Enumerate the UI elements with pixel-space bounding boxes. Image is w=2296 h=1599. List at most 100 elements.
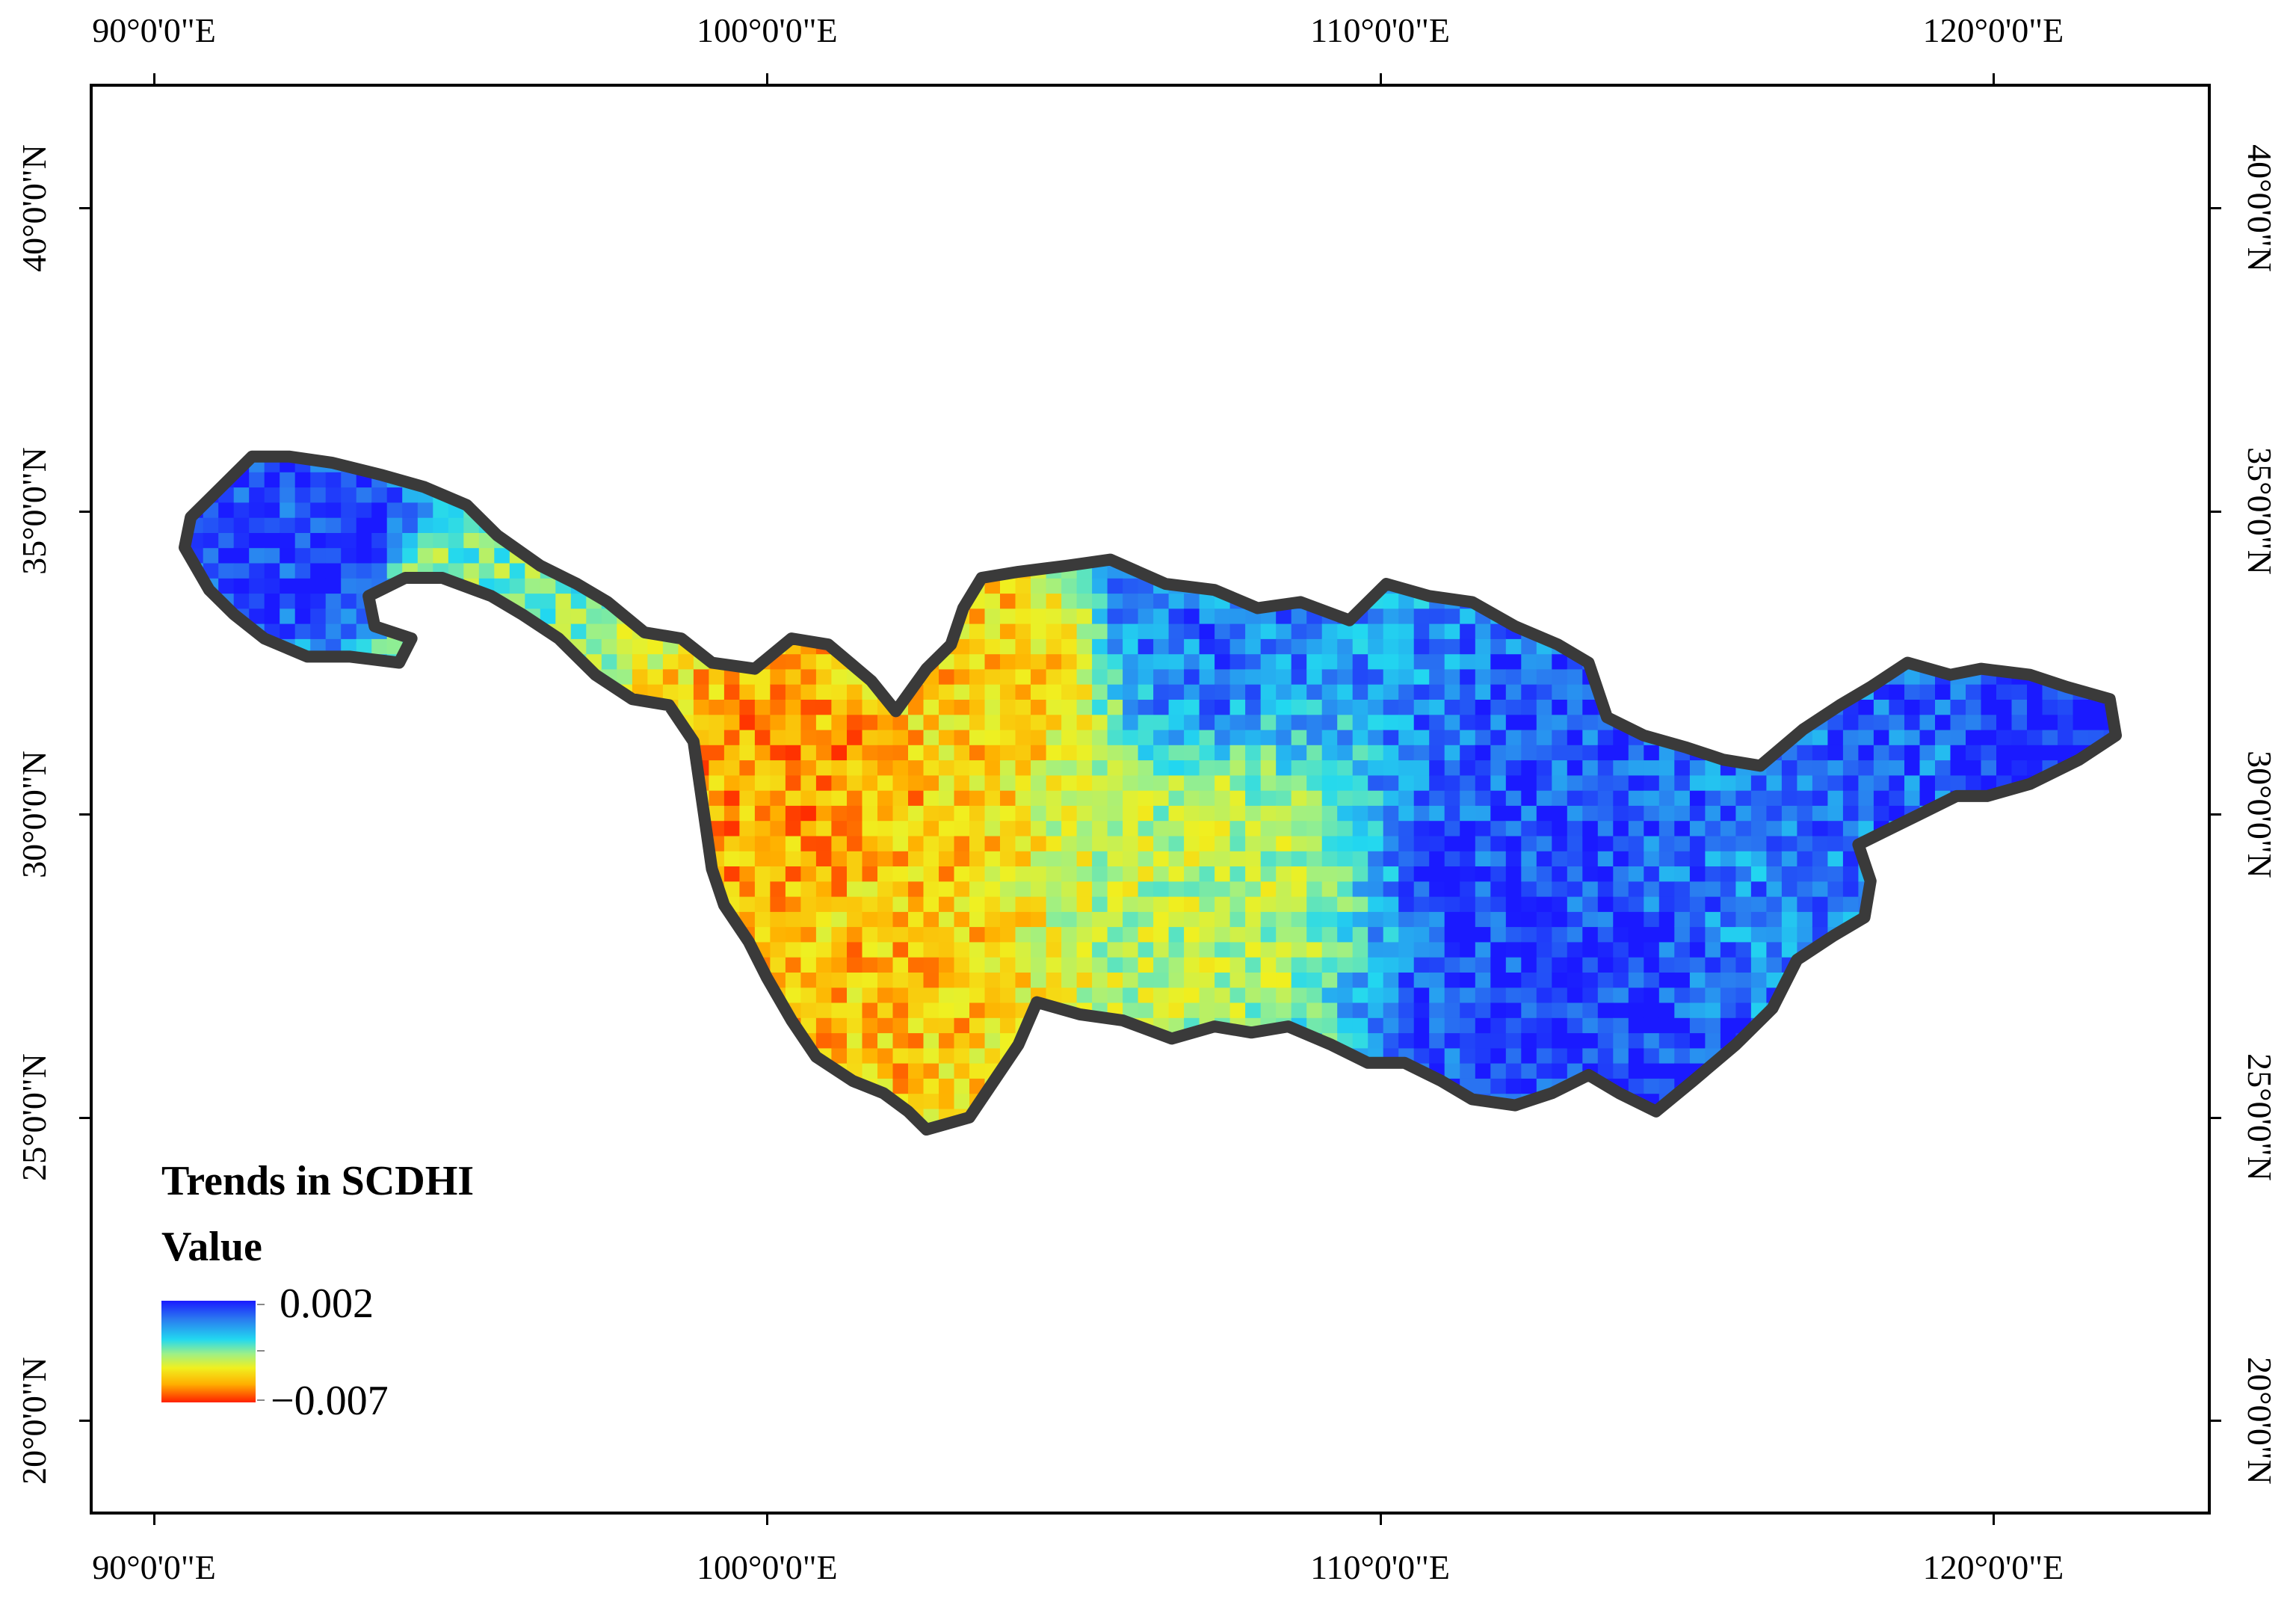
- raster-cell: [1061, 745, 1078, 761]
- raster-cell: [694, 426, 709, 442]
- raster-cell: [1398, 941, 1415, 958]
- raster-cell: [647, 578, 664, 594]
- raster-cell: [1460, 774, 1476, 791]
- raster-cell: [984, 593, 1001, 609]
- raster-cell: [1321, 623, 1338, 639]
- raster-cell: [1536, 699, 1553, 715]
- raster-cell: [1061, 1032, 1078, 1049]
- raster-cell: [1383, 1123, 1399, 1130]
- raster-cell: [188, 866, 204, 882]
- raster-cell: [1735, 699, 1752, 715]
- raster-cell: [1613, 517, 1629, 533]
- raster-cell: [1689, 638, 1706, 655]
- raster-cell: [1536, 456, 1553, 457]
- raster-cell: [1352, 835, 1368, 851]
- raster-cell: [923, 896, 939, 912]
- raster-cell: [185, 638, 188, 655]
- raster-cell: [1015, 729, 1031, 745]
- raster-cell: [662, 987, 679, 1003]
- raster-cell: [862, 456, 878, 472]
- raster-cell: [1352, 562, 1368, 579]
- raster-cell: [264, 487, 280, 503]
- raster-cell: [188, 835, 204, 851]
- raster-cell: [1199, 987, 1215, 1003]
- raster-cell: [1490, 623, 1507, 639]
- raster-cell: [494, 1093, 510, 1109]
- raster-cell: [1705, 805, 1721, 822]
- raster-cell: [724, 1139, 740, 1154]
- raster-cell: [1031, 714, 1047, 730]
- raster-cell: [1260, 972, 1277, 988]
- raster-cell: [984, 532, 1001, 549]
- raster-cell: [1229, 956, 1246, 973]
- raster-cell: [478, 941, 496, 958]
- raster-cell: [954, 745, 970, 761]
- raster-cell: [586, 472, 602, 488]
- raster-cell: [478, 487, 496, 503]
- raster-cell: [1245, 774, 1262, 791]
- raster-cell: [678, 820, 694, 837]
- raster-cell: [1750, 1108, 1768, 1124]
- raster-cell: [433, 683, 449, 700]
- raster-cell: [1153, 638, 1170, 655]
- raster-cell: [1092, 820, 1108, 837]
- raster-cell: [218, 1032, 235, 1049]
- raster-cell: [1720, 562, 1737, 579]
- raster-cell: [816, 1139, 832, 1154]
- raster-cell: [1567, 517, 1584, 533]
- raster-cell: [1031, 820, 1047, 837]
- raster-cell: [831, 502, 848, 518]
- raster-cell: [815, 1032, 833, 1049]
- raster-cell: [1567, 593, 1584, 609]
- raster-cell: [1521, 1108, 1537, 1124]
- raster-cell: [1383, 1017, 1399, 1034]
- raster-cell: [1383, 911, 1399, 928]
- raster-cell: [1046, 956, 1062, 973]
- raster-cell: [1689, 774, 1706, 791]
- raster-cell: [1537, 1139, 1552, 1154]
- raster-cell: [185, 881, 188, 897]
- raster-cell: [1582, 820, 1599, 837]
- raster-cell: [617, 1032, 633, 1049]
- raster-cell: [1750, 972, 1768, 988]
- raster-cell: [1705, 562, 1721, 579]
- raster-cell: [831, 835, 848, 851]
- raster-cell: [1444, 532, 1460, 549]
- raster-cell: [1644, 850, 1660, 866]
- raster-cell: [1321, 532, 1338, 549]
- raster-cell: [1552, 562, 1568, 579]
- raster-cell: [632, 1017, 649, 1034]
- raster-cell: [1674, 1108, 1691, 1124]
- raster-cell: [1138, 699, 1154, 715]
- raster-cell: [185, 760, 188, 776]
- raster-cell: [1337, 487, 1354, 503]
- raster-cell: [954, 774, 970, 791]
- raster-cell: [739, 911, 756, 928]
- raster-cell: [188, 1078, 204, 1094]
- raster-cell: [185, 987, 188, 1003]
- raster-cell: [1061, 638, 1078, 655]
- raster-cell: [601, 456, 618, 457]
- raster-cell: [1536, 668, 1553, 685]
- raster-cell: [1000, 850, 1016, 866]
- raster-cell: [310, 835, 327, 851]
- raster-cell: [1168, 456, 1185, 457]
- raster-cell: [1644, 820, 1660, 837]
- raster-cell: [831, 866, 848, 882]
- raster-cell: [892, 972, 909, 988]
- raster-cell: [877, 653, 894, 670]
- raster-cell: [1429, 789, 1445, 806]
- raster-cell: [1536, 562, 1553, 579]
- raster-cell: [602, 1139, 617, 1154]
- raster-cell: [815, 593, 833, 609]
- raster-cell: [1720, 487, 1737, 503]
- raster-cell: [662, 881, 679, 897]
- raster-cell: [847, 1032, 863, 1049]
- raster-cell: [417, 502, 434, 518]
- raster-cell: [1521, 608, 1537, 624]
- raster-cell: [1123, 1002, 1139, 1018]
- raster-cell: [341, 472, 357, 488]
- raster-cell: [984, 789, 1001, 806]
- raster-cell: [1046, 760, 1062, 776]
- raster-cell: [1505, 472, 1522, 488]
